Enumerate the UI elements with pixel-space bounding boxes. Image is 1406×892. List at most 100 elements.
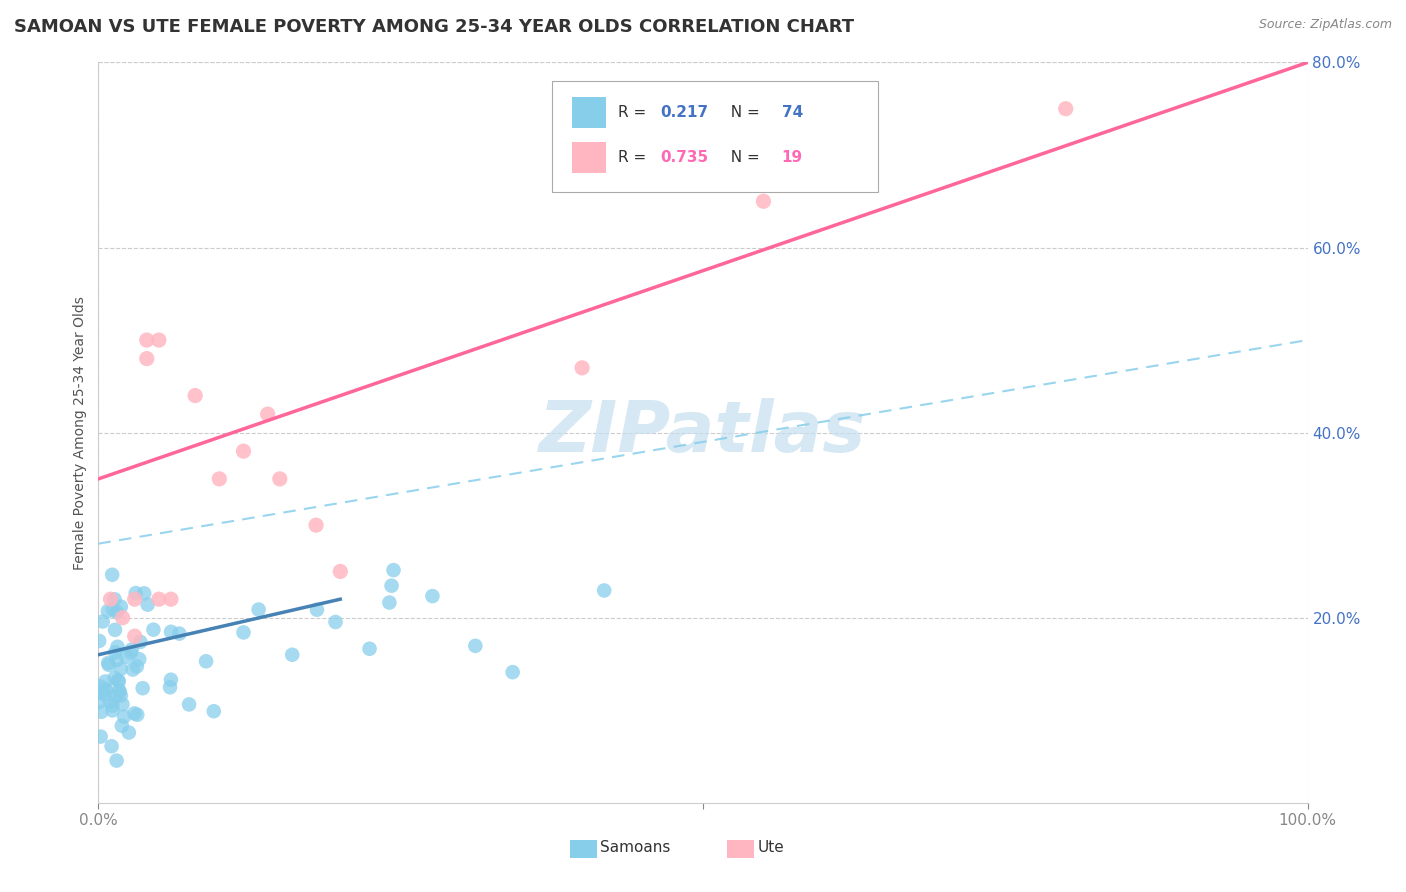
Point	[593, 583, 616, 598]
Point	[382, 563, 405, 577]
Point	[256, 407, 278, 421]
Bar	[727, 840, 754, 858]
Text: R =: R =	[619, 150, 651, 165]
Point	[281, 648, 304, 662]
Point	[87, 695, 110, 709]
Point	[136, 598, 159, 612]
Point	[96, 682, 118, 697]
Point	[115, 649, 138, 664]
Point	[195, 654, 218, 668]
Point	[160, 673, 183, 687]
Point	[247, 602, 270, 616]
Point	[108, 683, 131, 698]
Text: SAMOAN VS UTE FEMALE POVERTY AMONG 25-34 YEAR OLDS CORRELATION CHART: SAMOAN VS UTE FEMALE POVERTY AMONG 25-34…	[14, 18, 855, 36]
Point	[184, 388, 207, 402]
Point	[169, 626, 191, 640]
Point	[101, 567, 124, 582]
Point	[380, 579, 402, 593]
Point	[131, 681, 153, 695]
Point	[159, 680, 181, 694]
Y-axis label: Female Poverty Among 25-34 Year Olds: Female Poverty Among 25-34 Year Olds	[73, 295, 87, 570]
Point	[100, 739, 122, 754]
Point	[101, 703, 124, 717]
Point	[129, 635, 152, 649]
Point	[232, 444, 254, 458]
Point	[97, 656, 120, 670]
Point	[108, 684, 131, 698]
Point	[110, 689, 132, 703]
Point	[104, 690, 127, 704]
Point	[104, 623, 127, 637]
Point	[110, 662, 132, 676]
Point	[134, 586, 156, 600]
Point	[97, 604, 120, 618]
Point	[90, 680, 112, 694]
Text: Ute: Ute	[758, 839, 785, 855]
Point	[502, 665, 524, 680]
Bar	[569, 840, 596, 858]
Bar	[572, 142, 606, 173]
Point	[101, 602, 124, 616]
Point	[101, 698, 124, 713]
Point	[112, 709, 135, 723]
Point	[269, 472, 291, 486]
Point	[422, 589, 444, 603]
Point	[359, 641, 381, 656]
Point	[305, 603, 328, 617]
Point	[111, 610, 134, 624]
Point	[128, 652, 150, 666]
Text: 74: 74	[782, 105, 803, 120]
Point	[208, 472, 231, 486]
Point	[103, 592, 125, 607]
Point	[121, 642, 143, 657]
Point	[142, 623, 165, 637]
Point	[98, 695, 121, 709]
Text: Samoans: Samoans	[600, 839, 671, 855]
Point	[90, 705, 112, 719]
Point	[91, 615, 114, 629]
Text: ZIPatlas: ZIPatlas	[540, 398, 866, 467]
Point	[329, 565, 352, 579]
Point	[89, 685, 111, 699]
Text: R =: R =	[619, 105, 651, 120]
Point	[571, 360, 593, 375]
Point	[160, 592, 183, 607]
Point	[121, 663, 143, 677]
Point	[107, 640, 129, 654]
Point	[752, 194, 775, 209]
Point	[124, 706, 146, 721]
Point	[108, 674, 131, 689]
Point	[111, 719, 134, 733]
Point	[148, 592, 170, 607]
Point	[1054, 102, 1077, 116]
Point	[94, 682, 117, 697]
Point	[100, 592, 122, 607]
Point	[105, 653, 128, 667]
Point	[125, 659, 148, 673]
FancyBboxPatch shape	[551, 81, 879, 192]
Point	[94, 674, 117, 689]
Point	[148, 333, 170, 347]
Point	[105, 754, 128, 768]
Point	[105, 605, 128, 619]
Bar	[572, 97, 606, 128]
Point	[107, 673, 129, 688]
Point	[160, 624, 183, 639]
Text: Source: ZipAtlas.com: Source: ZipAtlas.com	[1258, 18, 1392, 31]
Point	[104, 645, 127, 659]
Point	[104, 671, 127, 685]
Point	[325, 615, 347, 629]
Point	[89, 634, 111, 648]
Point	[202, 704, 225, 718]
Point	[232, 625, 254, 640]
Point	[93, 688, 115, 702]
Point	[464, 639, 486, 653]
Point	[135, 333, 157, 347]
Text: 0.217: 0.217	[661, 105, 709, 120]
Point	[124, 629, 146, 643]
Point	[124, 592, 146, 607]
Point	[120, 646, 142, 660]
Text: N =: N =	[721, 150, 765, 165]
Point	[177, 698, 200, 712]
Point	[127, 707, 149, 722]
